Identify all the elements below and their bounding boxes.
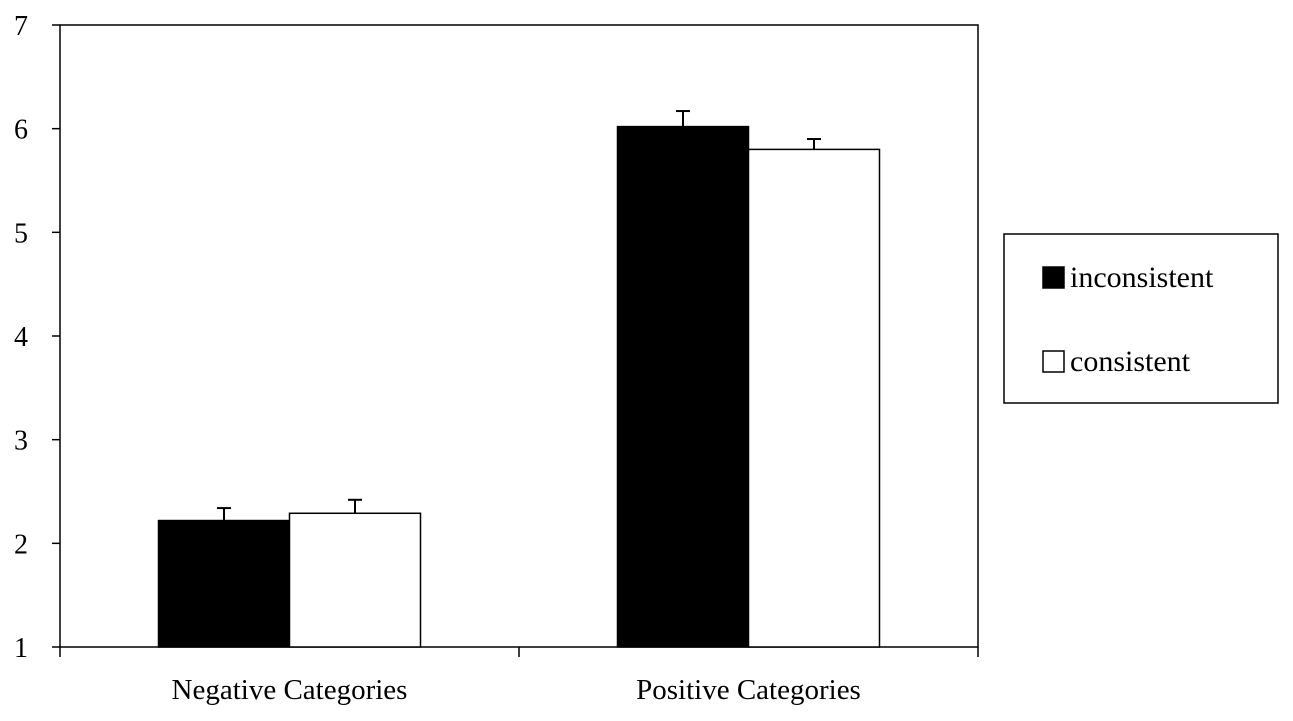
y-tick-label: 7 (14, 11, 28, 42)
bar-inconsistent-positive (616, 125, 750, 648)
bar-series-group (157, 125, 881, 648)
legend-label-consistent: consistent (1070, 345, 1191, 378)
bar-consistent-negative (288, 512, 422, 648)
legend: inconsistent consistent (1003, 233, 1279, 404)
legend-label-inconsistent: inconsistent (1070, 261, 1214, 294)
y-tick-label: 6 (14, 115, 28, 146)
legend-swatch-consistent (1042, 350, 1065, 373)
error-bars-group (217, 110, 821, 521)
x-category-label: Positive Categories (636, 674, 861, 706)
bar-inconsistent-negative (157, 519, 291, 648)
y-tick-label: 1 (14, 633, 28, 664)
legend-box (1003, 233, 1279, 404)
category-labels: Negative Categories Positive Categories (172, 674, 861, 706)
y-tick-label: 4 (14, 322, 28, 353)
y-axis: 1 2 3 4 5 6 7 (14, 11, 60, 664)
x-category-label: Negative Categories (172, 674, 408, 706)
y-tick-label: 5 (14, 218, 28, 249)
y-tick-label: 3 (14, 426, 28, 457)
bar-consistent-positive (747, 148, 881, 648)
legend-swatch-inconsistent (1042, 266, 1065, 289)
y-tick-label: 2 (14, 529, 28, 560)
x-axis (59, 647, 979, 657)
